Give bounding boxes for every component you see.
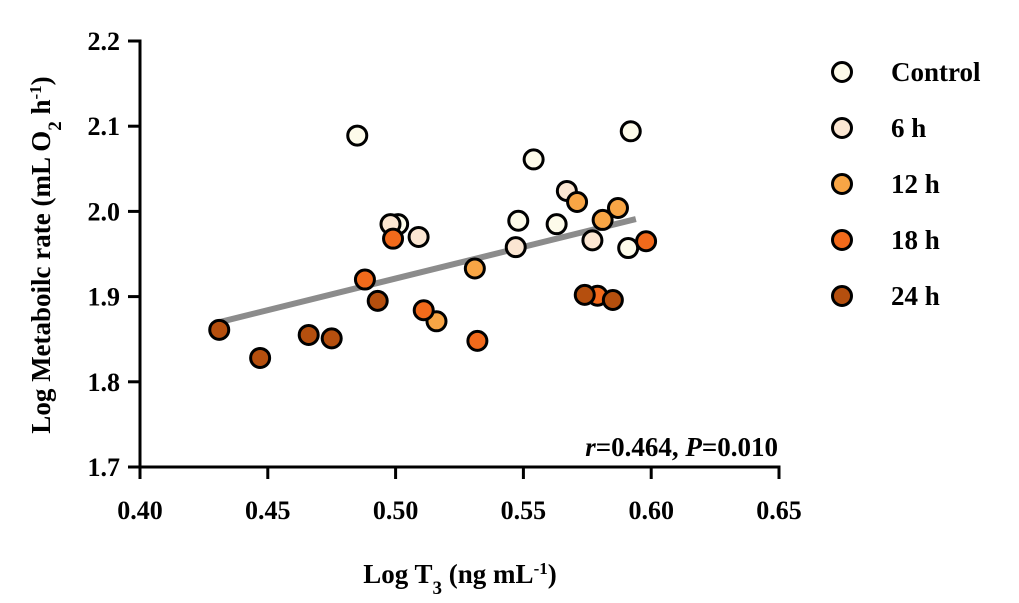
legend-label-6-h: 6 h	[891, 113, 926, 143]
point-24-h	[249, 346, 272, 369]
y-tick-label: 1.8	[88, 368, 121, 397]
point-24-h	[208, 318, 231, 341]
y-tick-label: 1.7	[88, 453, 121, 482]
point-12-h	[606, 196, 629, 219]
point-control	[346, 124, 369, 147]
point-24-h	[320, 327, 343, 350]
trendline	[218, 216, 637, 326]
point-24-h	[573, 283, 596, 306]
point-12-h	[566, 191, 589, 214]
point-6-h	[407, 225, 430, 248]
x-axis-title: Log T3 (ng mL-1)	[363, 559, 556, 599]
point-24-h	[366, 289, 389, 312]
legend-label-control: Control	[891, 57, 981, 87]
point-control	[619, 120, 642, 143]
point-6-h	[504, 236, 527, 259]
y-axis-title: Log Metaboilc rate (mL O2 h-1)	[26, 76, 66, 433]
legend-marker-12-h	[831, 173, 853, 195]
x-tick-label: 0.65	[756, 496, 802, 525]
point-18-h	[412, 299, 435, 322]
point-24-h	[297, 323, 320, 346]
legend-label-18-h: 18 h	[891, 225, 940, 255]
axes: 1.71.81.92.02.12.2 0.40 0.45 0.50 0.55 0.60 0…	[88, 27, 802, 525]
legend-label-24-h: 24 h	[891, 281, 940, 311]
y-ticks: 1.7 1.8 1.9 2.0 2.1 2.2	[88, 27, 140, 482]
legend: Control 6 h 12 h 18 h 24 h	[831, 57, 981, 311]
x-tick-label: 0.50	[373, 496, 419, 525]
legend-marker-18-h	[831, 229, 853, 251]
y-tick-label: 2.1	[88, 112, 121, 141]
x-ticks: 0.40 0.45 0.50 0.55 0.60 0.65	[117, 467, 802, 525]
y-tick-label: 1.9	[88, 283, 121, 312]
point-12-h	[591, 208, 614, 231]
point-18-h	[635, 230, 658, 253]
legend-marker-6-h	[831, 117, 853, 139]
point-12-h	[463, 257, 486, 280]
point-18-h	[466, 329, 489, 352]
point-6-h	[581, 229, 604, 252]
legend-marker-control	[831, 61, 853, 83]
data-points	[208, 120, 658, 369]
point-control	[617, 237, 640, 260]
y-tick-label: 2.0	[88, 197, 121, 226]
point-control	[545, 213, 568, 236]
x-tick-label: 0.45	[245, 496, 291, 525]
point-18-h	[382, 227, 405, 250]
point-control	[507, 209, 530, 232]
point-control	[522, 148, 545, 171]
point-24-h	[601, 289, 624, 312]
x-tick-label: 0.60	[628, 496, 674, 525]
y-tick-label: 2.2	[88, 27, 121, 56]
x-tick-label: 0.40	[117, 496, 163, 525]
x-tick-label: 0.55	[501, 496, 547, 525]
legend-label-12-h: 12 h	[891, 169, 940, 199]
correlation-annotation: r=0.464, P=0.010	[585, 432, 778, 462]
legend-marker-24-h	[831, 285, 853, 307]
point-18-h	[353, 268, 376, 291]
